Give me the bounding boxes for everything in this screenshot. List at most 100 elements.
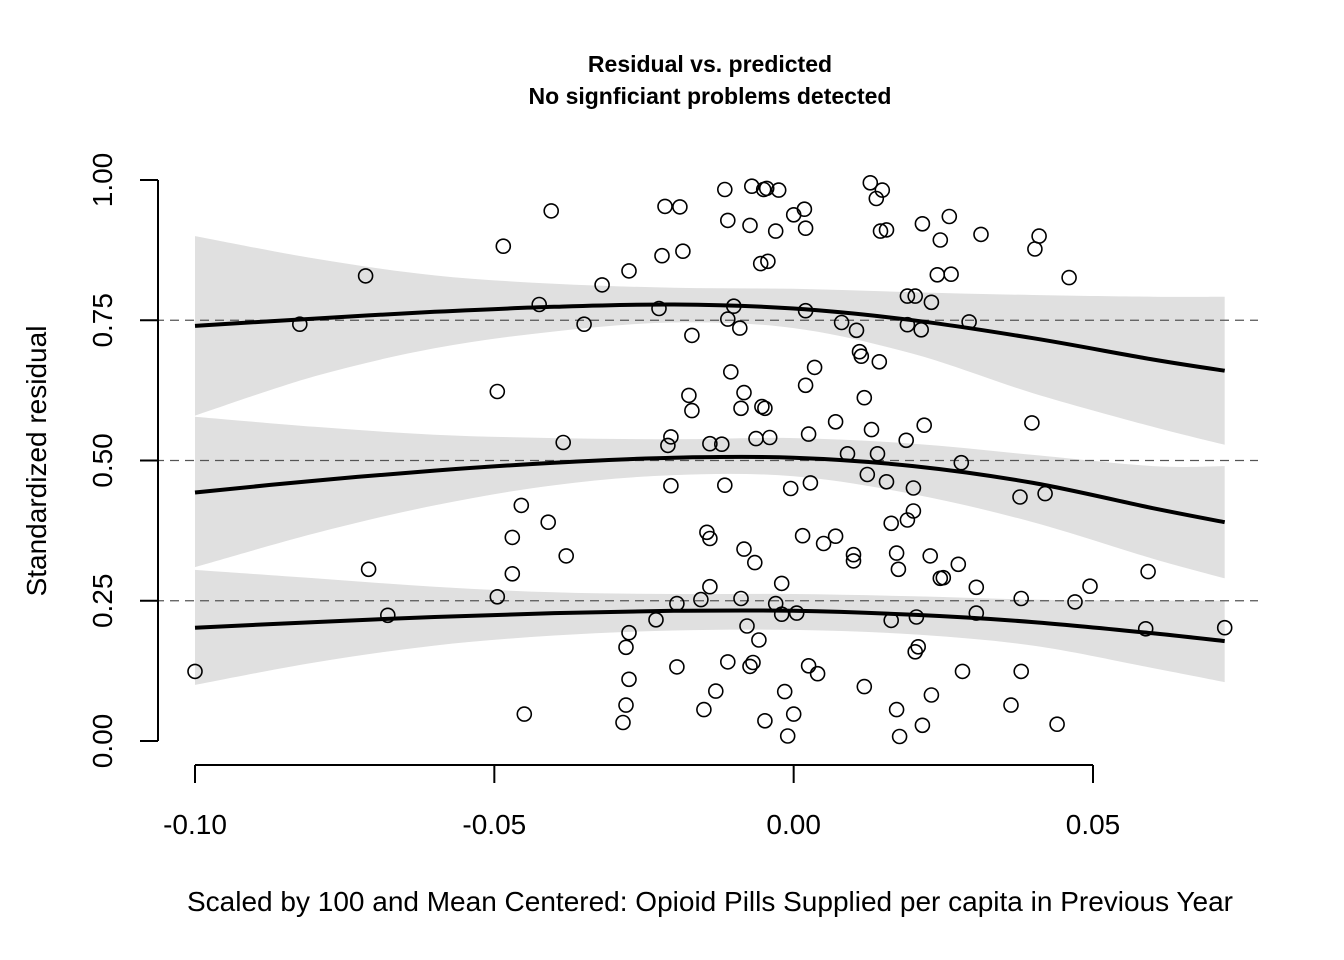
- quantile-curve-q0.75: [194, 302, 1225, 373]
- data-point: [657, 198, 673, 215]
- data-point: [618, 697, 634, 713]
- data-point: [922, 548, 939, 564]
- data-point: [890, 561, 907, 578]
- data-point: [681, 387, 697, 404]
- data-point: [943, 266, 959, 283]
- data-point: [914, 216, 931, 232]
- data-point: [827, 528, 844, 545]
- data-point: [797, 220, 814, 236]
- data-point: [379, 607, 396, 624]
- data-point: [1082, 578, 1098, 595]
- data-point: [806, 359, 823, 376]
- data-point: [702, 435, 718, 452]
- data-point: [856, 389, 873, 406]
- data-point: [827, 413, 844, 430]
- y-tick-label: 0.00: [87, 714, 118, 769]
- data-point: [770, 182, 787, 198]
- data-point: [516, 706, 533, 722]
- data-point: [752, 255, 769, 272]
- data-point: [907, 643, 924, 660]
- x-axis-label: Scaled by 100 and Mean Centered: Opioid …: [187, 886, 1233, 917]
- data-point: [660, 437, 676, 454]
- data-point: [576, 316, 592, 333]
- data-point: [935, 569, 952, 586]
- y-axis-label: Standardized residual: [21, 326, 52, 597]
- chart-title: Residual vs. predicted: [588, 51, 832, 77]
- data-point: [495, 238, 512, 254]
- data-point: [719, 654, 736, 670]
- data-point: [856, 678, 873, 695]
- data-point: [760, 253, 776, 270]
- data-point: [648, 611, 664, 628]
- data-point: [899, 288, 916, 304]
- data-point: [1137, 620, 1154, 637]
- data-point: [1140, 563, 1156, 580]
- data-point: [621, 263, 637, 279]
- data-point: [1049, 716, 1065, 733]
- data-point: [968, 579, 985, 596]
- data-point: [968, 605, 985, 621]
- data-point: [776, 683, 793, 700]
- data-point: [1012, 489, 1028, 505]
- data-point: [871, 353, 888, 370]
- data-point: [785, 207, 802, 223]
- data-point: [907, 288, 924, 304]
- quantile-curves: [194, 302, 1226, 644]
- data-point: [531, 296, 548, 313]
- data-point: [540, 514, 557, 531]
- data-point: [716, 477, 733, 494]
- data-point: [693, 591, 709, 608]
- data-point: [1027, 241, 1043, 257]
- data-point: [961, 314, 977, 330]
- data-point: [839, 445, 856, 462]
- data-point: [1031, 228, 1047, 244]
- data-point: [797, 302, 814, 319]
- x-tick-label: 0.05: [1066, 809, 1121, 840]
- y-tick-label: 0.25: [87, 574, 118, 629]
- data-point: [357, 268, 374, 284]
- data-point: [757, 712, 773, 729]
- y-tick-label: 0.50: [87, 433, 118, 488]
- data-point: [489, 588, 506, 605]
- data-point: [761, 429, 778, 446]
- data-point: [618, 639, 634, 656]
- data-point: [914, 717, 931, 734]
- data-point: [1024, 415, 1040, 431]
- confidence-band-q0.75: [195, 236, 1225, 445]
- data-point: [874, 182, 891, 198]
- data-point: [754, 398, 770, 415]
- data-point: [794, 527, 811, 544]
- data-point: [739, 618, 755, 634]
- quantile-curve-q0.5: [194, 454, 1226, 525]
- data-point: [672, 199, 688, 215]
- confidence-band-q0.25: [195, 569, 1225, 685]
- data-point: [360, 561, 377, 578]
- data-point: [785, 706, 802, 722]
- data-point: [684, 327, 700, 344]
- data-points: [187, 175, 1233, 745]
- data-point: [1013, 590, 1030, 607]
- data-point: [800, 426, 817, 442]
- x-tick-label: -0.10: [163, 809, 227, 840]
- data-point: [745, 654, 761, 671]
- data-point: [773, 575, 790, 592]
- data-point: [888, 701, 905, 718]
- data-point: [910, 638, 927, 655]
- chart-subtitle: No signficiant problems detected: [529, 83, 892, 109]
- data-point: [908, 609, 925, 625]
- data-point: [788, 605, 805, 621]
- data-point: [797, 377, 814, 394]
- data-point: [513, 497, 530, 514]
- data-point: [883, 612, 900, 629]
- data-point: [859, 466, 876, 483]
- data-point: [848, 322, 865, 339]
- data-point: [1216, 619, 1233, 636]
- data-point: [719, 212, 736, 229]
- data-point: [1061, 269, 1077, 286]
- data-point: [941, 208, 958, 225]
- data-point: [733, 590, 749, 607]
- reference-lines: [140, 319, 1258, 602]
- data-point: [779, 728, 796, 744]
- data-point: [862, 175, 879, 191]
